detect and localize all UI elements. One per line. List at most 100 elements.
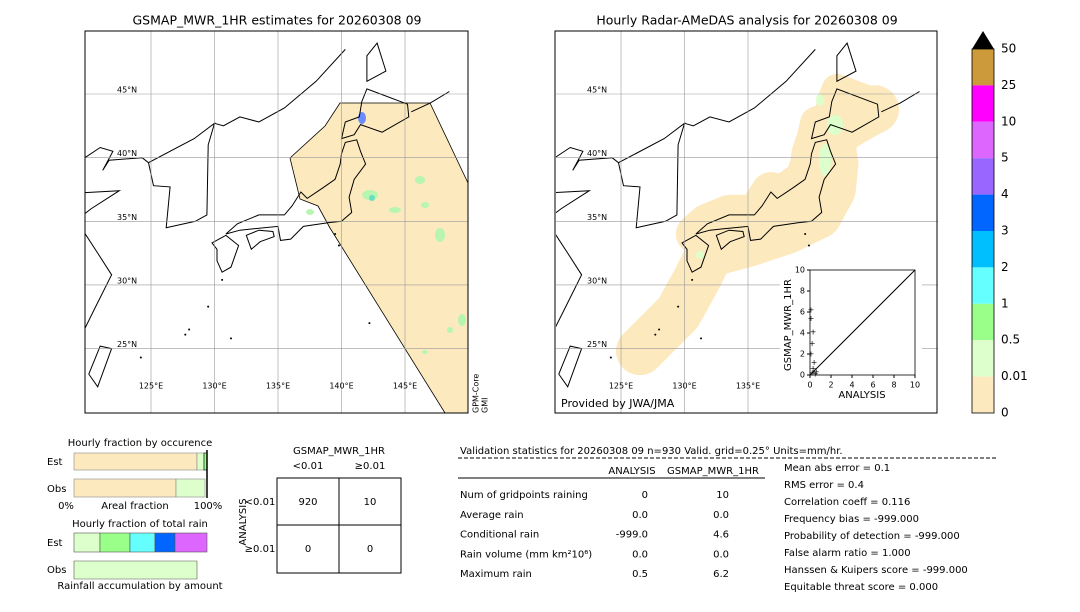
coastline [340, 88, 410, 140]
rain-patch [369, 195, 375, 201]
coastline [366, 42, 387, 83]
scatter-point: + [810, 327, 817, 336]
lon-label: 125°E [609, 382, 633, 391]
lat-label: 35°N [587, 213, 607, 222]
island [807, 244, 810, 247]
stat-label: Conditional rain [460, 530, 539, 541]
island [700, 337, 703, 340]
lat-label: 25°N [587, 340, 607, 349]
inset-y-label: GSMAP_MWR_1HR [783, 279, 794, 371]
coastline [836, 42, 857, 83]
stat-value: 0.0 [713, 510, 729, 521]
stat-value: 0.0 [713, 549, 729, 560]
rain-patch [389, 207, 401, 213]
sensor-label: GPM-Core [472, 374, 481, 413]
coastline [881, 91, 920, 113]
fraction-bar [175, 478, 206, 498]
colorbar-segment [972, 158, 994, 195]
row-label: ≥0.01 [245, 544, 276, 555]
row-label: Est [47, 457, 63, 468]
x-tick-label: 4 [849, 381, 854, 390]
row-label: Obs [47, 484, 66, 495]
coastline [681, 234, 710, 273]
colorbar-segment [972, 121, 994, 159]
x-tick-label: 8 [891, 381, 896, 390]
x-tick-label: 2 [828, 381, 833, 390]
score: Probability of detection = -999.000 [784, 531, 960, 542]
map-panel: 45°N 40°N 35°N 30°N 25°N 125°E 130°E 135°E 140°E… [85, 31, 468, 413]
diagonal [809, 269, 916, 376]
total-rain-segment [174, 532, 208, 553]
island [184, 333, 187, 336]
colorbar-label: 0.01 [1001, 369, 1028, 383]
rain-patch [421, 202, 429, 208]
map-title: GSMAP_MWR_1HR estimates for 20260308 09 [133, 13, 422, 28]
stat-label: Maximum rain [460, 569, 532, 580]
colorbar-label: 3 [1001, 224, 1009, 238]
col-label: <0.01 [293, 461, 324, 472]
score: RMS error = 0.4 [784, 480, 864, 491]
colorbar-segment [972, 85, 994, 122]
island [691, 278, 694, 281]
island [804, 233, 807, 236]
stat-value: 0.5 [632, 569, 648, 580]
axis-label: 0% [58, 501, 74, 512]
scatter-point: + [808, 305, 815, 314]
table-cell: 0 [367, 544, 373, 555]
stats-header: Validation statistics for 20260308 09 n=… [460, 446, 843, 457]
column-header: GSMAP_MWR_1HR [667, 466, 759, 477]
coastline [147, 121, 216, 229]
coastline [245, 229, 275, 251]
coastline [715, 229, 745, 251]
rain-patch [415, 176, 425, 184]
colorbar-label: 50 [1001, 42, 1016, 56]
y-tick-label: 6 [800, 308, 805, 317]
score: Equitable threat score = 0.000 [784, 582, 938, 593]
rain-patch [827, 115, 843, 135]
coastline [85, 146, 149, 330]
rain-patch [458, 314, 466, 326]
colorbar-frame [971, 48, 995, 414]
lon-label: 145°E [393, 382, 417, 391]
colorbar-label: 4 [1001, 187, 1009, 201]
inset-x-label: ANALYSIS [838, 390, 885, 401]
colorbar-segment [972, 376, 994, 413]
coastline [810, 88, 880, 140]
table-title: GSMAP_MWR_1HR [293, 446, 385, 457]
stat-value: 0.0 [632, 549, 648, 560]
stat-value: 10 [716, 490, 729, 501]
table-cell: 10 [364, 497, 377, 508]
island [368, 322, 371, 325]
island [677, 305, 680, 308]
sensor-label: GMI [481, 398, 490, 413]
lon-label: 125°E [139, 382, 163, 391]
island [658, 328, 661, 331]
score: Frequency bias = -999.000 [784, 514, 919, 525]
row-label: <0.01 [245, 497, 276, 508]
score: Mean abs error = 0.1 [784, 463, 890, 474]
fraction-bar [73, 478, 177, 498]
island [334, 233, 337, 236]
scatter-point: + [811, 358, 818, 367]
island [139, 356, 142, 359]
lon-label: 135°E [736, 382, 760, 391]
axis-label: Areal fraction [101, 501, 168, 512]
scatter-point: + [808, 350, 815, 359]
map-title: Hourly Radar-AMeDAS analysis for 2026030… [596, 13, 897, 28]
colorbar-segment [972, 49, 994, 86]
score: False alarm ratio = 1.000 [784, 548, 911, 559]
total-rain-segment [129, 532, 156, 553]
island [654, 333, 657, 336]
coastline [617, 121, 686, 229]
lat-label: 40°N [587, 149, 607, 158]
colorbar-segment [972, 231, 994, 268]
colorbar-label: 10 [1001, 114, 1016, 128]
scatter-point: + [812, 369, 819, 378]
stat-value: 6.2 [713, 569, 729, 580]
colorbar-segment [972, 194, 994, 231]
table-cell: 920 [298, 497, 317, 508]
total-rain-segment [99, 532, 131, 553]
y-tick-label: 4 [800, 329, 805, 338]
panel-title: Hourly fraction of total rain [72, 519, 208, 530]
